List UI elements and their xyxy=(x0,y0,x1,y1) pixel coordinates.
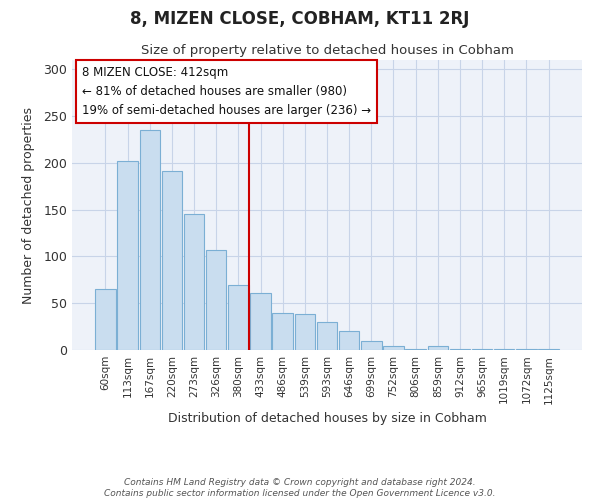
Bar xyxy=(140,130,160,350)
Bar xyxy=(450,349,470,350)
Bar xyxy=(516,349,536,350)
Bar xyxy=(494,349,514,350)
Bar xyxy=(295,314,315,350)
Text: Contains HM Land Registry data © Crown copyright and database right 2024.
Contai: Contains HM Land Registry data © Crown c… xyxy=(104,478,496,498)
Bar xyxy=(317,322,337,350)
Bar xyxy=(383,346,404,350)
Bar xyxy=(361,340,382,350)
Bar xyxy=(272,312,293,350)
Bar xyxy=(184,214,204,350)
Bar xyxy=(95,289,116,350)
Bar xyxy=(206,250,226,350)
Text: 8, MIZEN CLOSE, COBHAM, KT11 2RJ: 8, MIZEN CLOSE, COBHAM, KT11 2RJ xyxy=(130,10,470,28)
X-axis label: Distribution of detached houses by size in Cobham: Distribution of detached houses by size … xyxy=(167,412,487,425)
Y-axis label: Number of detached properties: Number of detached properties xyxy=(22,106,35,304)
Bar xyxy=(406,349,426,350)
Bar xyxy=(472,349,493,350)
Bar xyxy=(250,293,271,350)
Text: 8 MIZEN CLOSE: 412sqm
← 81% of detached houses are smaller (980)
19% of semi-det: 8 MIZEN CLOSE: 412sqm ← 81% of detached … xyxy=(82,66,371,117)
Bar xyxy=(228,284,248,350)
Bar xyxy=(161,172,182,350)
Bar xyxy=(428,346,448,350)
Bar xyxy=(118,161,138,350)
Title: Size of property relative to detached houses in Cobham: Size of property relative to detached ho… xyxy=(140,44,514,58)
Bar xyxy=(339,332,359,350)
Bar xyxy=(538,349,559,350)
